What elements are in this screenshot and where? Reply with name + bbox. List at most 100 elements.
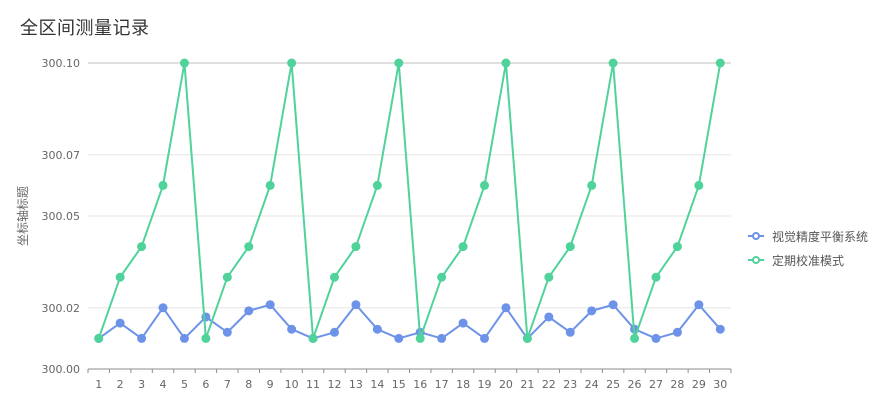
x-tick-label: 7 <box>224 378 231 391</box>
data-point[interactable] <box>179 58 189 68</box>
x-axis <box>87 368 732 373</box>
data-point[interactable] <box>137 242 147 252</box>
x-tick-label: 27 <box>649 378 663 391</box>
data-point[interactable] <box>458 318 468 328</box>
x-tick-label: 18 <box>456 378 470 391</box>
data-point[interactable] <box>694 300 704 310</box>
data-point[interactable] <box>394 333 404 343</box>
y-tick-label: 300.05 <box>42 210 81 223</box>
data-point[interactable] <box>308 333 318 343</box>
legend-line-marker-icon <box>748 232 764 240</box>
data-point[interactable] <box>329 327 339 337</box>
x-tick-label: 2 <box>117 378 124 391</box>
data-point[interactable] <box>544 272 554 282</box>
data-point[interactable] <box>480 333 490 343</box>
chart-title: 全区间测量记录 <box>20 18 150 39</box>
data-point[interactable] <box>137 333 147 343</box>
data-point[interactable] <box>501 58 511 68</box>
data-point[interactable] <box>672 327 682 337</box>
data-point[interactable] <box>287 58 297 68</box>
data-point[interactable] <box>565 242 575 252</box>
data-point[interactable] <box>201 312 211 322</box>
x-tick-label: 29 <box>692 378 706 391</box>
data-point[interactable] <box>244 242 254 252</box>
legend-item-series-1[interactable]: 视觉精度平衡系统 <box>748 228 868 244</box>
data-point[interactable] <box>372 324 382 334</box>
x-tick-label: 6 <box>202 378 209 391</box>
x-tick-label: 3 <box>138 378 145 391</box>
data-point[interactable] <box>287 324 297 334</box>
x-tick-label: 8 <box>245 378 252 391</box>
data-point[interactable] <box>372 180 382 190</box>
series-2 <box>94 58 725 343</box>
data-point[interactable] <box>651 333 661 343</box>
x-tick-label: 15 <box>392 378 406 391</box>
x-tick-label: 10 <box>285 378 299 391</box>
legend-line-marker-icon <box>748 256 764 264</box>
x-tick-label: 24 <box>585 378 599 391</box>
data-point[interactable] <box>715 58 725 68</box>
data-point[interactable] <box>458 242 468 252</box>
x-tick-label: 4 <box>160 378 167 391</box>
data-point[interactable] <box>222 327 232 337</box>
data-point[interactable] <box>329 272 339 282</box>
x-tick-label: 26 <box>628 378 642 391</box>
data-point[interactable] <box>158 303 168 313</box>
data-point[interactable] <box>544 312 554 322</box>
data-point[interactable] <box>351 300 361 310</box>
x-tick-label: 20 <box>499 378 513 391</box>
x-tick-label: 9 <box>267 378 274 391</box>
y-tick-label: 300.00 <box>42 363 81 376</box>
x-tick-label: 11 <box>306 378 320 391</box>
data-point[interactable] <box>179 333 189 343</box>
data-point[interactable] <box>608 300 618 310</box>
data-point[interactable] <box>265 180 275 190</box>
data-point[interactable] <box>522 333 532 343</box>
x-tick-label: 19 <box>478 378 492 391</box>
data-point[interactable] <box>201 333 211 343</box>
legend-item-series-2[interactable]: 定期校准模式 <box>748 252 868 268</box>
data-point[interactable] <box>694 180 704 190</box>
x-tick-label: 30 <box>713 378 727 391</box>
data-point[interactable] <box>394 58 404 68</box>
data-point[interactable] <box>351 242 361 252</box>
y-tick-label: 300.02 <box>42 302 81 315</box>
data-point[interactable] <box>501 303 511 313</box>
x-tick-label: 23 <box>563 378 577 391</box>
data-point[interactable] <box>715 324 725 334</box>
data-point[interactable] <box>222 272 232 282</box>
data-point[interactable] <box>587 306 597 316</box>
legend-label: 定期校准模式 <box>772 253 845 268</box>
y-tick-label: 300.10 <box>42 57 81 70</box>
data-point[interactable] <box>115 318 125 328</box>
data-point[interactable] <box>115 272 125 282</box>
series-line <box>97 62 722 340</box>
data-point[interactable] <box>158 180 168 190</box>
x-tick-label: 1 <box>95 378 102 391</box>
x-tick-label: 16 <box>413 378 427 391</box>
data-point[interactable] <box>651 272 661 282</box>
x-tick-label: 5 <box>181 378 188 391</box>
data-point[interactable] <box>437 333 447 343</box>
y-axis-tick-labels: 300.00 300.02 300.05 300.07 300.10 <box>42 57 81 376</box>
x-tick-label: 12 <box>327 378 341 391</box>
data-point[interactable] <box>244 306 254 316</box>
data-point[interactable] <box>437 272 447 282</box>
y-tick-label: 300.07 <box>42 149 81 162</box>
x-axis-tick-labels: 1 2 3 4 5 6 7 8 9 10 11 12 13 14 15 16 17 18 19 20 21 22 23 24 2… <box>95 378 727 391</box>
legend: 视觉精度平衡系统 定期校准模式 <box>748 228 868 276</box>
data-point[interactable] <box>630 333 640 343</box>
data-point[interactable] <box>587 180 597 190</box>
data-point[interactable] <box>480 180 490 190</box>
data-point[interactable] <box>672 242 682 252</box>
legend-label: 视觉精度平衡系统 <box>772 229 869 244</box>
series-lines <box>94 58 725 343</box>
grid-lines <box>88 62 731 309</box>
data-point[interactable] <box>565 327 575 337</box>
data-point[interactable] <box>94 333 104 343</box>
data-point[interactable] <box>265 300 275 310</box>
data-point[interactable] <box>608 58 618 68</box>
data-point[interactable] <box>415 333 425 343</box>
x-tick-label: 14 <box>370 378 384 391</box>
